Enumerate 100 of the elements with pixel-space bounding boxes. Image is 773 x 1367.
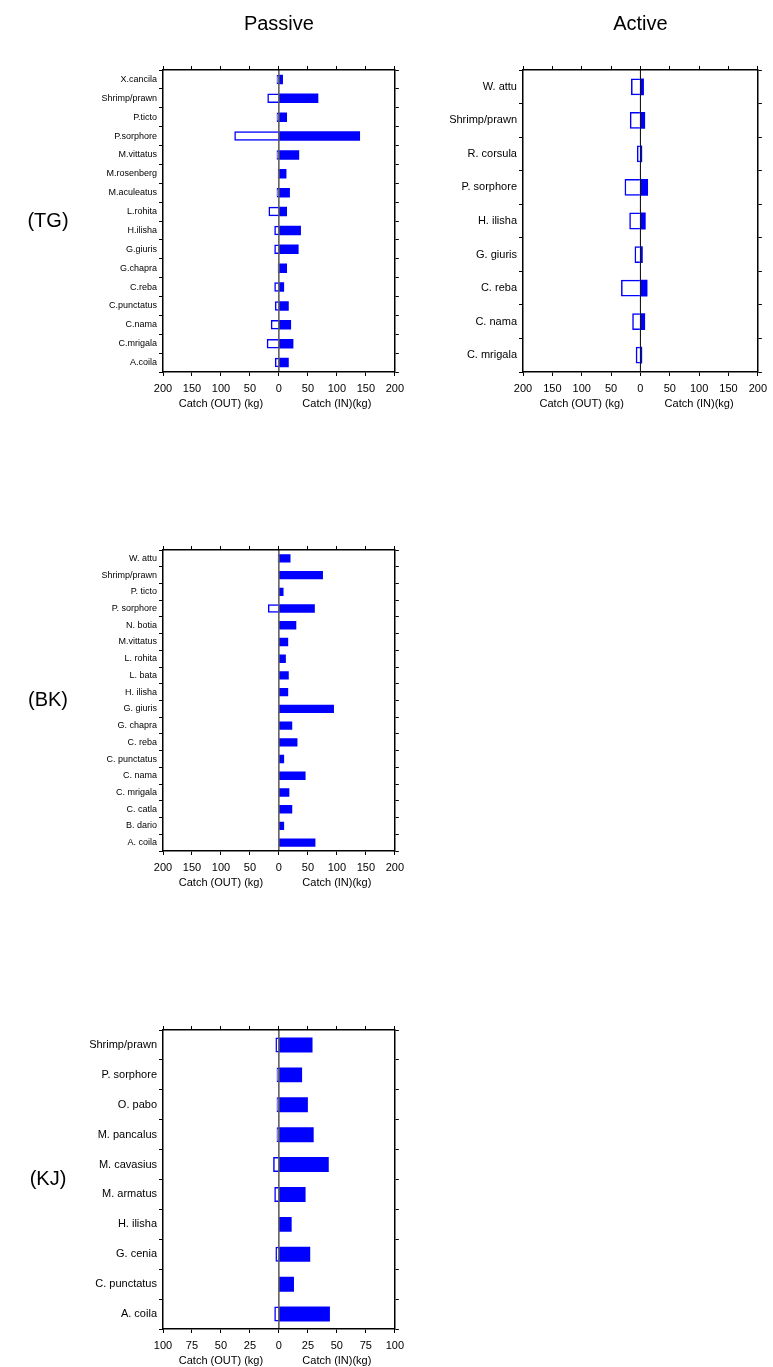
y-axis-title: (KJ) bbox=[29, 1167, 67, 1190]
y-tick-label: C. reba bbox=[480, 281, 518, 294]
y-tick-label: O. pabo bbox=[117, 1097, 157, 1110]
y-tick-label: C.reba bbox=[129, 281, 157, 292]
y-tick-label: Shrimp/prawn bbox=[89, 1037, 157, 1050]
text: Catch (OUT) (kg) bbox=[178, 397, 264, 409]
chart-title: Passive bbox=[243, 12, 314, 34]
x-tick-label: 150 bbox=[356, 381, 376, 394]
y-tick-label: C. reba bbox=[127, 736, 157, 747]
y-tick-label: M. pancalus bbox=[97, 1127, 158, 1140]
y-tick-label: Shrimp/prawn bbox=[449, 113, 517, 126]
y-tick-label: H. ilisha bbox=[477, 214, 518, 227]
x-tick-label: 200 bbox=[385, 860, 404, 873]
text: Catch (IN)(kg) bbox=[302, 1354, 372, 1366]
y-tick-label: G. giuris bbox=[476, 247, 518, 260]
y-tick-label: P.sorphore bbox=[114, 130, 157, 141]
x-tick-label: 50 bbox=[604, 381, 618, 394]
x-tick-label: 100 bbox=[385, 1338, 404, 1351]
x-tick-label: 100 bbox=[572, 381, 591, 394]
text: Catch (IN)(kg) bbox=[664, 397, 734, 409]
text: Catch (OUT) (kg) bbox=[178, 1354, 264, 1366]
y-tick-label: G. giuris bbox=[123, 703, 158, 714]
x-tick-label: 0 bbox=[637, 381, 644, 394]
x-tick-label: 100 bbox=[689, 381, 709, 394]
x-tick-label: 100 bbox=[153, 1338, 173, 1351]
text: Catch (IN)(kg) bbox=[302, 397, 372, 409]
y-tick-label: C. catla bbox=[126, 803, 157, 814]
x-tick-label: 150 bbox=[543, 381, 562, 394]
y-tick-label: C.punctatus bbox=[108, 300, 158, 311]
y-tick-label: A. coila bbox=[120, 1307, 158, 1320]
y-tick-label: Shrimp/prawn bbox=[101, 569, 157, 580]
y-tick-label: C. nama bbox=[122, 770, 157, 781]
x-tick-label: 100 bbox=[327, 860, 347, 873]
x-tick-label: 200 bbox=[153, 381, 173, 394]
x-tick-label: 100 bbox=[327, 381, 347, 394]
y-tick-label: B. dario bbox=[125, 820, 157, 831]
y-tick-label: C. mrigala bbox=[466, 348, 518, 361]
y-tick-label: P. sorphore bbox=[101, 1067, 157, 1080]
x-tick-label: 200 bbox=[385, 381, 404, 394]
x-tick-label: 50 bbox=[243, 860, 257, 873]
x-tick-label: 100 bbox=[211, 381, 231, 394]
x-tick-label: 200 bbox=[153, 860, 173, 873]
y-tick-label: M.rosenberg bbox=[106, 168, 157, 179]
y-tick-label: G.giuris bbox=[125, 243, 158, 254]
y-tick-label: C. punctatus bbox=[95, 1277, 158, 1290]
y-tick-label: G. chapra bbox=[117, 720, 157, 731]
y-tick-label: R. corsula bbox=[467, 146, 518, 159]
x-tick-label: 150 bbox=[719, 381, 738, 394]
y-tick-label: L. rohita bbox=[124, 653, 157, 664]
y-tick-label: G.chapra bbox=[119, 262, 157, 273]
x-tick-label: 50 bbox=[243, 381, 257, 394]
y-tick-label: H.ilisha bbox=[127, 224, 157, 235]
x-tick-label: 25 bbox=[243, 1338, 257, 1351]
x-tick-label: 50 bbox=[663, 381, 676, 394]
y-axis-title: (TG) bbox=[27, 208, 69, 231]
x-tick-label: 50 bbox=[214, 1338, 228, 1351]
y-axis-title: (BK) bbox=[28, 688, 68, 711]
y-tick-label: A. coila bbox=[127, 837, 157, 848]
y-tick-label: P. sorphore bbox=[461, 180, 517, 193]
x-tick-label: 100 bbox=[211, 860, 231, 873]
chart-title: Active bbox=[613, 12, 668, 34]
x-tick-label: 150 bbox=[182, 381, 202, 394]
x-tick-label: 0 bbox=[275, 860, 282, 873]
x-tick-label: 150 bbox=[182, 860, 202, 873]
y-tick-label: W. attu bbox=[128, 552, 157, 563]
y-tick-label: Shrimp/prawn bbox=[101, 92, 157, 103]
y-tick-label: L.rohita bbox=[126, 206, 157, 217]
x-tick-label: 200 bbox=[748, 381, 767, 394]
y-tick-label: P.ticto bbox=[133, 111, 157, 122]
x-tick-label: 25 bbox=[301, 1338, 315, 1351]
y-tick-label: C.nama bbox=[125, 319, 157, 330]
y-tick-label: L. bata bbox=[129, 669, 157, 680]
y-tick-label: C. nama bbox=[475, 314, 518, 327]
x-tick-label: 75 bbox=[185, 1338, 199, 1351]
x-tick-label: 200 bbox=[513, 381, 533, 394]
y-tick-label: H. ilisha bbox=[117, 1217, 158, 1230]
text: Catch (OUT) (kg) bbox=[539, 397, 624, 409]
y-tick-label: M.vittatus bbox=[118, 636, 158, 647]
x-tick-label: 0 bbox=[275, 381, 282, 394]
y-tick-label: M.aculeatus bbox=[108, 187, 158, 198]
text: Catch (IN)(kg) bbox=[302, 876, 372, 888]
y-tick-label: W. attu bbox=[482, 79, 517, 92]
x-tick-label: 0 bbox=[275, 1338, 282, 1351]
x-tick-label: 50 bbox=[301, 381, 315, 394]
y-tick-label: P. sorphore bbox=[111, 603, 157, 614]
x-tick-label: 50 bbox=[330, 1338, 343, 1351]
y-tick-label: N. botia bbox=[125, 619, 157, 630]
x-tick-label: 50 bbox=[301, 860, 315, 873]
y-tick-label: G. cenia bbox=[116, 1247, 158, 1260]
y-tick-label: C. punctatus bbox=[106, 753, 158, 764]
y-tick-label: C.mrigala bbox=[118, 338, 157, 349]
y-tick-label: M. cavasius bbox=[98, 1157, 158, 1170]
y-tick-label: C. mrigala bbox=[115, 786, 157, 797]
y-tick-label: P. ticto bbox=[130, 586, 157, 597]
x-tick-label: 150 bbox=[356, 860, 376, 873]
x-tick-label: 75 bbox=[359, 1338, 372, 1351]
text: Catch (OUT) (kg) bbox=[178, 876, 264, 888]
y-tick-label: M. armatus bbox=[101, 1187, 158, 1200]
y-tick-label: M.vittatus bbox=[118, 149, 158, 160]
y-tick-label: X.cancila bbox=[120, 73, 157, 84]
